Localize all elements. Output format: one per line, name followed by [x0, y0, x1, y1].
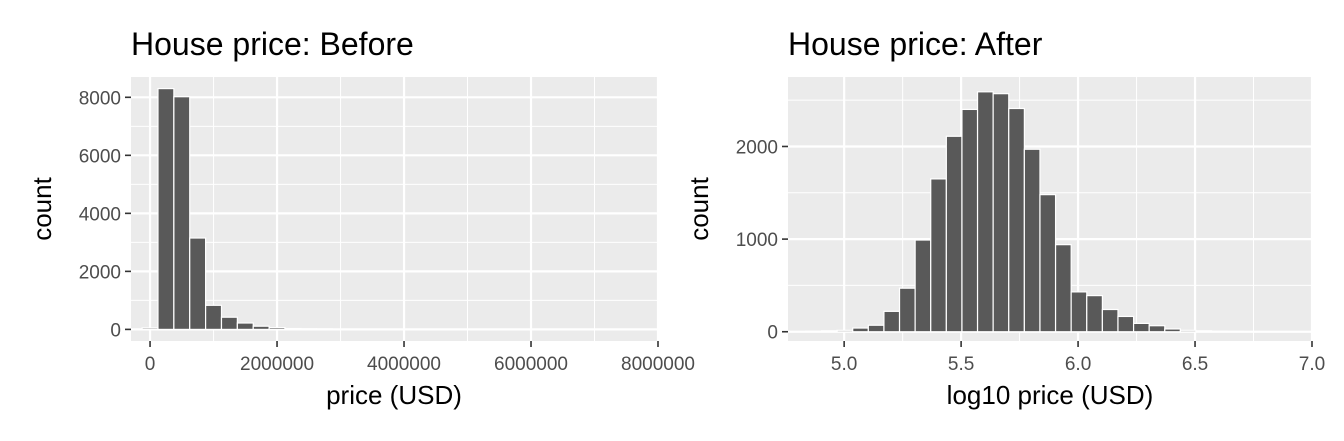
histogram-bar: [157, 88, 175, 330]
x-tick-label: 2000000: [240, 354, 314, 375]
histogram-bar: [284, 327, 302, 330]
histogram-bar: [992, 93, 1010, 333]
y-tick-label: 2000: [736, 137, 778, 158]
before-y-axis: 0 2000 4000 6000 8000: [79, 88, 131, 341]
histogram-bar: [961, 108, 979, 333]
y-tick-label: 0: [110, 320, 121, 341]
before-x-axis-title: price (USD): [326, 380, 462, 410]
x-tick-label: 5.5: [948, 354, 974, 375]
histogram-bar: [914, 239, 932, 333]
histogram-bar: [300, 328, 318, 330]
y-tick-label: 2000: [79, 262, 121, 283]
x-tick-label: 6.0: [1065, 354, 1091, 375]
before-plot-background: [131, 77, 658, 341]
histogram-bar: [898, 287, 916, 333]
histogram-bar: [236, 322, 254, 330]
histogram-bar: [1117, 315, 1135, 333]
histogram-bar: [220, 316, 238, 330]
histogram-bar: [1023, 148, 1041, 333]
histogram-bar: [173, 96, 191, 330]
x-tick-label: 6000000: [494, 354, 568, 375]
histogram-bar: [945, 135, 963, 333]
before-y-axis-title: count: [27, 176, 57, 240]
after-chart-title: House price: After: [788, 26, 1043, 62]
y-tick-label: 0: [767, 323, 778, 344]
histogram-bar: [1070, 291, 1088, 333]
histogram-bar: [1086, 295, 1103, 333]
histogram-bar: [1008, 107, 1025, 333]
histogram-bar: [252, 325, 270, 330]
histogram-bar: [930, 178, 947, 333]
histogram-bar: [1179, 329, 1197, 333]
after-x-axis-title: log10 price (USD): [947, 380, 1154, 410]
x-tick-label: 0: [145, 354, 156, 375]
after-x-axis: 5.0 5.5 6.0 6.5 7.0: [831, 341, 1325, 375]
y-tick-label: 8000: [79, 88, 121, 109]
after-bars: [805, 91, 1306, 333]
x-tick-label: 4000000: [367, 354, 441, 375]
histogram-bar: [852, 327, 869, 333]
histogram-bar: [883, 310, 901, 333]
histogram-bar: [1195, 330, 1213, 333]
x-tick-label: 6.5: [1182, 354, 1208, 375]
histogram-bar: [1164, 328, 1181, 333]
histogram-bar: [268, 327, 286, 330]
histogram-bar: [976, 91, 994, 333]
histogram-bar: [1054, 244, 1072, 333]
y-tick-label: 1000: [736, 230, 778, 251]
after-y-axis: 0 1000 2000: [736, 137, 788, 344]
after-histogram: House price: After 0 1000 2000 5.0 5.5 6.0 6.…: [684, 26, 1325, 410]
histogram-bar: [205, 304, 223, 330]
before-bars: [141, 88, 651, 330]
histogram-bar: [1132, 322, 1150, 333]
histogram-bar: [1148, 325, 1166, 333]
histogram-bar: [1101, 308, 1119, 333]
before-chart-title: House price: Before: [131, 26, 414, 62]
x-tick-label: 8000000: [621, 354, 695, 375]
histogram-bar: [836, 329, 854, 333]
x-tick-label: 5.0: [831, 354, 857, 375]
y-tick-label: 6000: [79, 146, 121, 167]
x-tick-label: 7.0: [1299, 354, 1325, 375]
after-y-axis-title: count: [684, 176, 714, 240]
histogram-bar: [189, 237, 207, 330]
before-histogram: House price: Before 0 2000 4000 6000 8000 0 2…: [27, 26, 695, 410]
before-x-axis: 0 2000000 4000000 6000000 8000000: [145, 341, 695, 375]
histogram-bar: [820, 330, 838, 333]
before-gridlines: [131, 77, 660, 341]
y-tick-label: 4000: [79, 204, 121, 225]
histogram-bar: [867, 324, 885, 333]
histogram-bar: [141, 327, 159, 330]
histogram-bar: [1039, 194, 1057, 333]
